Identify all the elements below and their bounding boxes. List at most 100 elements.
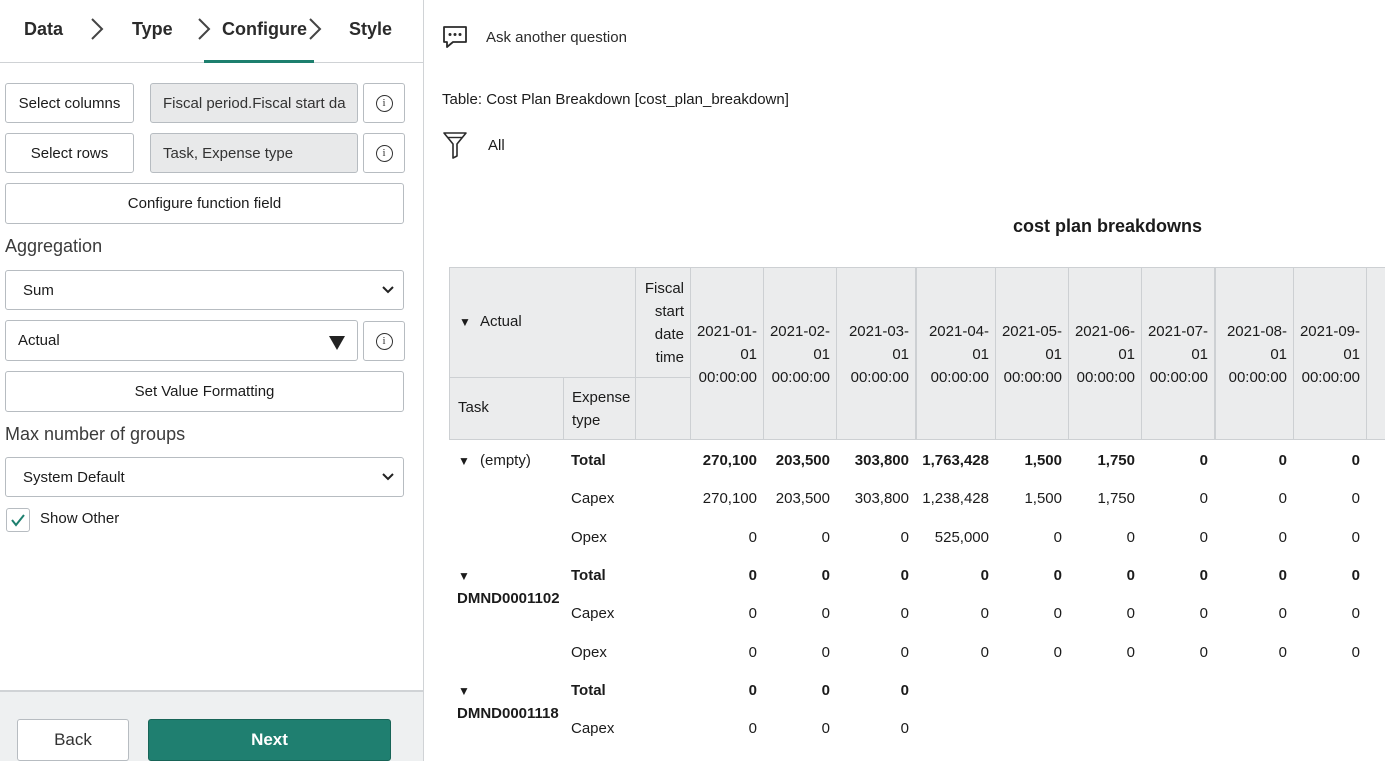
pivot-value-cell[interactable]: 525,000 xyxy=(934,528,989,546)
step-configure[interactable]: Configure xyxy=(222,19,307,39)
pivot-value-cell[interactable]: 1,763,428 xyxy=(922,452,989,469)
ask-another-question-link[interactable]: Ask another question xyxy=(442,24,627,50)
pivot-value-cell[interactable]: 0 xyxy=(900,643,909,661)
pivot-value-cell[interactable]: 0 xyxy=(1278,643,1287,661)
pivot-value-cell[interactable]: 0 xyxy=(1199,452,1208,469)
show-other-checkbox[interactable] xyxy=(6,508,30,532)
pivot-value-cell[interactable]: 1,750 xyxy=(1097,452,1135,469)
pivot-value-cell[interactable]: 0 xyxy=(900,528,909,546)
pivot-value-cell[interactable]: 0 xyxy=(748,566,757,584)
step-style[interactable]: Style xyxy=(349,19,393,39)
set-value-formatting-button[interactable]: Set Value Formatting xyxy=(5,371,404,412)
aggregation-select[interactable]: Sum xyxy=(5,270,404,310)
select-columns-info-button[interactable]: i xyxy=(363,83,405,123)
pivot-value-cell[interactable]: 0 xyxy=(1199,566,1208,584)
aggregation-label: Aggregation xyxy=(5,236,103,256)
expand-toggle-icon[interactable]: ▼ xyxy=(458,683,470,698)
pivot-measure-header[interactable]: ▼ Actual xyxy=(449,267,636,378)
pivot-value-cell[interactable]: 1,500 xyxy=(1024,452,1062,469)
pivot-value-cell[interactable]: 0 xyxy=(1351,490,1360,508)
pivot-value-cell[interactable]: 0 xyxy=(1053,643,1062,661)
pivot-value-cell[interactable]: 0 xyxy=(1278,605,1287,623)
pivot-value-cell[interactable]: 0 xyxy=(1053,566,1062,584)
pivot-value-cell[interactable]: 0 xyxy=(1278,452,1287,469)
filter-indicator[interactable]: All xyxy=(442,130,505,160)
pivot-value-cell[interactable]: 0 xyxy=(1126,566,1135,584)
pivot-value-cell[interactable]: 0 xyxy=(1126,528,1135,546)
pivot-value-cell[interactable]: 0 xyxy=(821,643,830,661)
pivot-value-cell[interactable]: 270,100 xyxy=(702,452,757,469)
pivot-value-cell[interactable]: 203,500 xyxy=(775,452,830,469)
pivot-task-label[interactable]: (empty) xyxy=(480,452,531,469)
pivot-value-cell[interactable]: 0 xyxy=(1278,566,1287,584)
pivot-value-cell[interactable]: 0 xyxy=(821,566,830,584)
pivot-value-cell[interactable]: 0 xyxy=(1053,605,1062,623)
pivot-value-cell[interactable]: 0 xyxy=(980,643,989,661)
pivot-value-cell[interactable]: 0 xyxy=(748,643,757,661)
pivot-value-cell[interactable]: 0 xyxy=(821,528,830,546)
pivot-value-cell[interactable]: 0 xyxy=(900,720,909,738)
pivot-value-cell[interactable]: 0 xyxy=(1278,490,1287,508)
pivot-value-cell[interactable]: 303,800 xyxy=(854,490,909,508)
pivot-value-cell[interactable]: 1,500 xyxy=(1024,490,1062,508)
pivot-expense-header[interactable]: Expense type xyxy=(564,378,636,440)
pivot-task-label[interactable]: DMND0001102 xyxy=(457,589,560,607)
pivot-value-cell[interactable]: 0 xyxy=(821,605,830,623)
pivot-value-cell[interactable]: 1,750 xyxy=(1097,490,1135,508)
pivot-task-header[interactable]: Task xyxy=(449,378,564,440)
pivot-date-column-header[interactable]: 2021-07-01 00:00:00 xyxy=(1142,267,1215,440)
pivot-value-cell[interactable]: 0 xyxy=(980,566,989,584)
pivot-value-cell[interactable]: 0 xyxy=(1351,643,1360,661)
pivot-date-column-header[interactable]: 2 xyxy=(1367,267,1385,440)
max-groups-select[interactable]: System Default xyxy=(5,457,404,497)
pivot-value-cell[interactable]: 0 xyxy=(1351,566,1360,584)
next-button[interactable]: Next xyxy=(148,719,391,761)
pivot-date-column-header[interactable]: 2021-03-01 00:00:00 xyxy=(837,267,916,440)
expand-toggle-icon[interactable]: ▼ xyxy=(458,454,470,468)
pivot-value-cell[interactable]: 0 xyxy=(1199,643,1208,661)
pivot-date-column-header[interactable]: 2021-02-01 00:00:00 xyxy=(764,267,837,440)
pivot-value-cell[interactable]: 0 xyxy=(748,605,757,623)
pivot-value-cell[interactable]: 0 xyxy=(748,681,757,699)
pivot-task-label[interactable]: DMND0001118 xyxy=(457,704,559,722)
pivot-date-column-header[interactable]: 2021-09-01 00:00:00 xyxy=(1294,267,1367,440)
pivot-value-cell[interactable]: 0 xyxy=(821,720,830,738)
pivot-value-cell[interactable]: 0 xyxy=(1199,605,1208,623)
pivot-value-cell[interactable]: 1,238,428 xyxy=(922,490,989,508)
aggregation-field-info-button[interactable]: i xyxy=(363,321,405,361)
pivot-value-cell[interactable]: 0 xyxy=(980,605,989,623)
pivot-value-cell[interactable]: 0 xyxy=(1126,605,1135,623)
pivot-value-cell[interactable]: 0 xyxy=(748,720,757,738)
pivot-date-column-header[interactable]: 2021-01-01 00:00:00 xyxy=(691,267,764,440)
pivot-value-cell[interactable]: 0 xyxy=(1351,605,1360,623)
pivot-value-cell[interactable]: 0 xyxy=(900,681,909,699)
pivot-value-cell[interactable]: 0 xyxy=(1351,452,1360,469)
pivot-value-cell[interactable]: 0 xyxy=(821,681,830,699)
pivot-value-cell[interactable]: 0 xyxy=(1053,528,1062,546)
pivot-value-cell[interactable]: 0 xyxy=(1199,490,1208,508)
pivot-value-cell[interactable]: 203,500 xyxy=(775,490,830,508)
show-other-label[interactable]: Show Other xyxy=(40,510,120,527)
pivot-value-cell[interactable]: 0 xyxy=(900,605,909,623)
select-columns-button[interactable]: Select columns xyxy=(5,83,134,123)
pivot-value-cell[interactable]: 303,800 xyxy=(854,452,909,469)
configure-function-field-button[interactable]: Configure function field xyxy=(5,183,404,224)
pivot-date-column-header[interactable]: 2021-04-01 00:00:00 xyxy=(916,267,996,440)
expand-toggle-icon[interactable]: ▼ xyxy=(458,568,470,583)
pivot-value-cell[interactable]: 0 xyxy=(1126,643,1135,661)
pivot-value-cell[interactable]: 0 xyxy=(1199,528,1208,546)
pivot-value-cell[interactable]: 0 xyxy=(900,566,909,584)
aggregation-field-select[interactable]: Actual xyxy=(5,320,358,361)
pivot-value-cell[interactable]: 0 xyxy=(1351,528,1360,546)
step-data[interactable]: Data xyxy=(24,19,64,39)
pivot-value-cell[interactable]: 0 xyxy=(748,528,757,546)
step-type[interactable]: Type xyxy=(132,19,173,39)
pivot-date-column-header[interactable]: 2021-06-01 00:00:00 xyxy=(1069,267,1142,440)
select-rows-info-button[interactable]: i xyxy=(363,133,405,173)
back-button[interactable]: Back xyxy=(17,719,129,761)
pivot-date-column-header[interactable]: 2021-05-01 00:00:00 xyxy=(996,267,1069,440)
pivot-value-cell[interactable]: 270,100 xyxy=(702,490,757,508)
pivot-date-column-header[interactable]: 2021-08-01 00:00:00 xyxy=(1215,267,1294,440)
pivot-value-cell[interactable]: 0 xyxy=(1278,528,1287,546)
select-rows-button[interactable]: Select rows xyxy=(5,133,134,173)
